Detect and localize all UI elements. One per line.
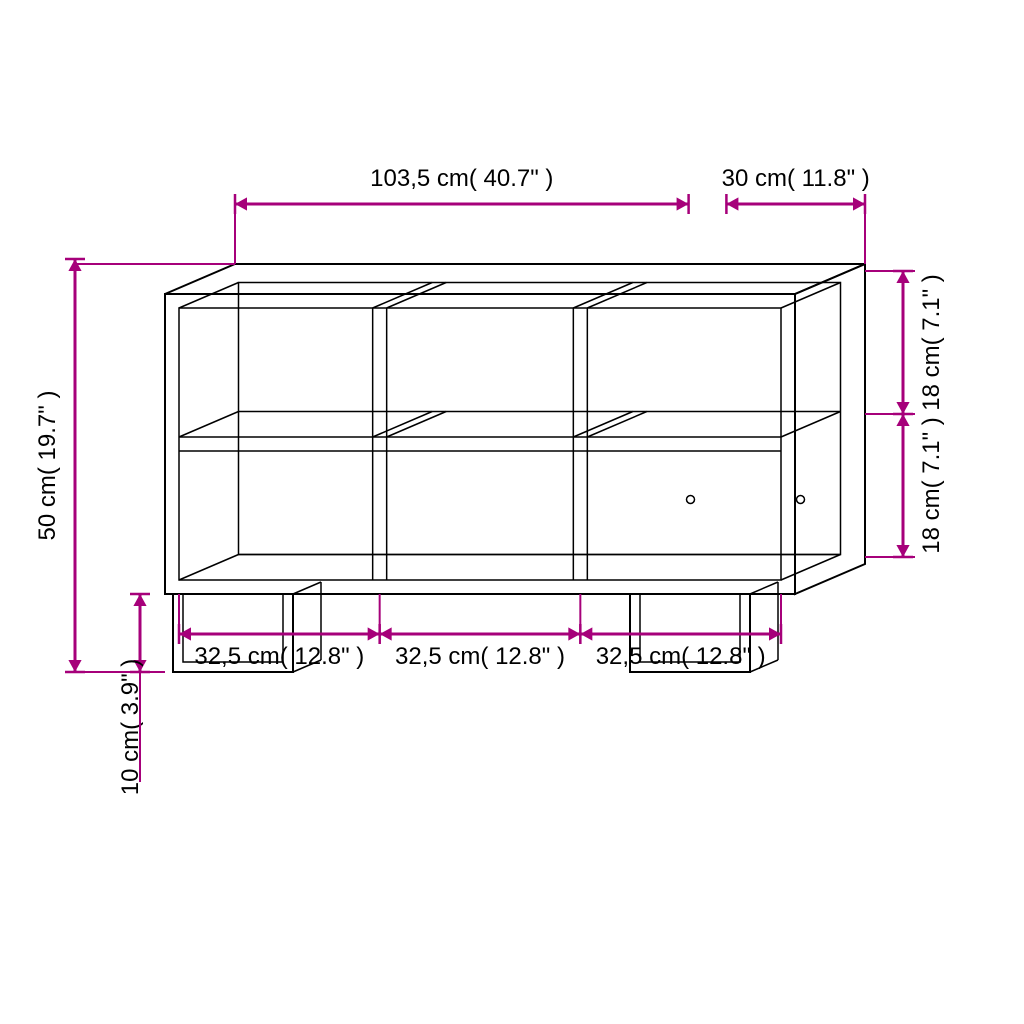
svg-text:32,5 cm( 12.8" ): 32,5 cm( 12.8" ) [395, 643, 565, 670]
svg-text:103,5 cm( 40.7" ): 103,5 cm( 40.7" ) [370, 165, 553, 192]
svg-text:18 cm( 7.1" ): 18 cm( 7.1" ) [918, 417, 945, 554]
svg-text:32,5 cm( 12.8" ): 32,5 cm( 12.8" ) [194, 643, 364, 670]
svg-text:50 cm( 19.7" ): 50 cm( 19.7" ) [34, 391, 61, 541]
svg-text:32,5 cm( 12.8" ): 32,5 cm( 12.8" ) [596, 643, 766, 670]
svg-text:18 cm( 7.1" ): 18 cm( 7.1" ) [918, 274, 945, 411]
svg-text:30 cm( 11.8" ): 30 cm( 11.8" ) [722, 165, 870, 192]
